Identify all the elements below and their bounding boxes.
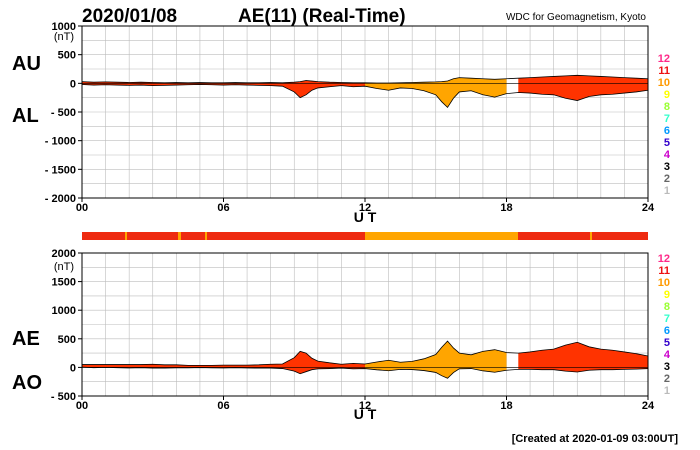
station-legend-entry: 8 bbox=[664, 301, 670, 313]
station-bar-orange-segment bbox=[365, 232, 518, 240]
series-line-ao bbox=[81, 366, 649, 379]
station-bar-stripe bbox=[205, 232, 207, 240]
x-tick-label: 24 bbox=[642, 400, 655, 412]
station-legend-entry: 12 bbox=[658, 253, 670, 265]
station-legend-entry: 4 bbox=[664, 349, 671, 361]
station-legend-entry: 7 bbox=[664, 113, 670, 125]
station-legend-entry: 5 bbox=[664, 337, 670, 349]
x-tick-label: 12 bbox=[359, 202, 371, 214]
area-fill-segment bbox=[518, 75, 648, 101]
x-tick-label: 18 bbox=[500, 400, 512, 412]
station-legend-entry: 6 bbox=[664, 125, 670, 137]
station-legend-entry: 1 bbox=[664, 185, 670, 197]
ae-ao-area bbox=[81, 340, 649, 379]
station-legend-entry: 11 bbox=[658, 265, 670, 277]
date-title: 2020/01/08 bbox=[82, 6, 177, 27]
y-tick-label: - 2000 bbox=[45, 193, 76, 205]
au-al-area bbox=[81, 74, 649, 109]
station-legend-entry: 9 bbox=[664, 289, 670, 301]
y-tick-label: 0 bbox=[70, 78, 76, 90]
station-legend-entry: 11 bbox=[658, 65, 670, 77]
station-legend-entry: 3 bbox=[664, 361, 670, 373]
au-al-x-axis-label: U T bbox=[354, 209, 377, 225]
station-legend-entry: 8 bbox=[664, 101, 670, 113]
au-al-grid bbox=[82, 26, 648, 198]
ae-ao-x-axis-label: U T bbox=[354, 406, 377, 422]
x-tick-label: 06 bbox=[217, 400, 229, 412]
station-legend-entry: 2 bbox=[664, 373, 670, 385]
ae-ao-y-ticks: 2000 1500 1000 500 0 - 500 bbox=[51, 248, 82, 403]
series-line-au bbox=[81, 74, 649, 84]
station-legend-entry: 7 bbox=[664, 313, 670, 325]
y-tick-label: 500 bbox=[58, 334, 76, 346]
x-tick-label: 24 bbox=[642, 202, 655, 214]
au-al-y-ticks: 1000 500 0 - 500 - 1000 - 1500 - 2000 bbox=[45, 21, 82, 205]
index-title: AE(11) (Real-Time) bbox=[238, 6, 406, 27]
x-tick-label: 12 bbox=[359, 400, 371, 412]
ae-ao-x-ticks: 00 06 12 18 24 bbox=[76, 396, 655, 412]
ae-ao-panel: 2000 1500 1000 500 0 - 500 00 06 12 18 24 (nT) AE… bbox=[12, 248, 655, 422]
station-legend-entry: 10 bbox=[658, 277, 670, 289]
station-legend-entry: 12 bbox=[658, 53, 670, 65]
y-tick-label: - 1000 bbox=[45, 136, 76, 148]
x-tick-label: 00 bbox=[76, 202, 88, 214]
station-bar-stripe bbox=[125, 232, 127, 240]
y-tick-label: 0 bbox=[70, 362, 76, 374]
station-legend-entry: 5 bbox=[664, 137, 670, 149]
area-fill-segment bbox=[82, 351, 365, 374]
y-tick-label: 1000 bbox=[52, 305, 76, 317]
area-fill-segment bbox=[365, 77, 507, 108]
station-legend-entry: 6 bbox=[664, 325, 670, 337]
y-tick-label: 1500 bbox=[52, 277, 76, 289]
au-label: AU bbox=[12, 53, 41, 75]
al-label: AL bbox=[12, 105, 39, 127]
station-legend-entry: 1 bbox=[664, 385, 670, 397]
station-legend-entry: 9 bbox=[664, 89, 670, 101]
y-tick-label: 2000 bbox=[52, 248, 76, 260]
series-line-ae bbox=[82, 340, 649, 366]
station-legend-entry: 3 bbox=[664, 161, 670, 173]
station-count-bar bbox=[82, 232, 648, 240]
station-legend-entry: 10 bbox=[658, 77, 670, 89]
ae-ao-unit-label: (nT) bbox=[54, 261, 74, 273]
x-tick-label: 00 bbox=[76, 400, 88, 412]
station-legend-entry: 2 bbox=[664, 173, 670, 185]
x-tick-label: 18 bbox=[500, 202, 512, 214]
y-tick-label: - 500 bbox=[51, 391, 76, 403]
created-timestamp: [Created at 2020-01-09 03:00UT] bbox=[512, 433, 679, 445]
station-bar-stripe bbox=[590, 232, 592, 240]
ae-ao-grid bbox=[82, 253, 648, 396]
y-tick-label: 1000 bbox=[52, 21, 76, 33]
station-bar-stripe bbox=[178, 232, 181, 240]
x-tick-label: 06 bbox=[217, 202, 229, 214]
au-al-panel: 1000 500 0 - 500 - 1000 - 1500 - 2000 00 06 12 18… bbox=[12, 21, 655, 225]
y-tick-label: - 500 bbox=[51, 107, 76, 119]
au-al-unit-label: (nT) bbox=[54, 31, 74, 43]
area-fill-segment bbox=[82, 80, 365, 98]
y-tick-label: - 1500 bbox=[45, 164, 76, 176]
area-fill-segment bbox=[365, 341, 507, 379]
institution-label: WDC for Geomagnetism, Kyoto bbox=[506, 12, 646, 23]
station-legend-entry: 4 bbox=[664, 149, 671, 161]
ao-label: AO bbox=[12, 372, 42, 394]
au-al-x-ticks: 00 06 12 18 24 bbox=[76, 198, 655, 214]
y-tick-label: 500 bbox=[58, 50, 76, 62]
series-line-al bbox=[81, 84, 649, 109]
ae-label: AE bbox=[12, 328, 40, 350]
